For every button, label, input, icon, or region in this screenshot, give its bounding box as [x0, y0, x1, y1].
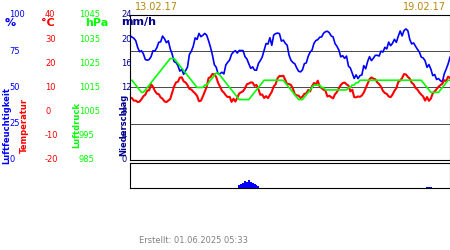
Bar — [426, 187, 428, 188]
Bar — [240, 184, 242, 188]
Bar — [242, 183, 244, 188]
Text: 100: 100 — [9, 10, 25, 20]
Bar — [254, 184, 256, 188]
Text: -10: -10 — [45, 131, 58, 140]
Text: 12: 12 — [122, 83, 132, 92]
Text: 19.02.17: 19.02.17 — [402, 2, 446, 12]
Text: 50: 50 — [9, 83, 19, 92]
Text: 1035: 1035 — [79, 35, 100, 44]
Text: °C: °C — [40, 18, 54, 28]
Text: Erstellt: 01.06.2025 05:33: Erstellt: 01.06.2025 05:33 — [139, 236, 248, 245]
Bar — [257, 186, 259, 188]
Text: 20: 20 — [122, 35, 132, 44]
Text: Luftdruck: Luftdruck — [72, 102, 81, 148]
Bar — [248, 180, 250, 188]
Text: Temperatur: Temperatur — [20, 98, 29, 152]
Text: 24: 24 — [122, 10, 132, 20]
Text: 0: 0 — [9, 156, 14, 164]
Text: 25: 25 — [9, 119, 19, 128]
Text: 1045: 1045 — [79, 10, 100, 20]
Text: -20: -20 — [45, 156, 58, 164]
Text: 995: 995 — [79, 131, 94, 140]
Bar — [244, 181, 246, 188]
Text: 40: 40 — [45, 10, 55, 20]
Text: 0: 0 — [45, 107, 50, 116]
Text: 1005: 1005 — [79, 107, 100, 116]
Text: 4: 4 — [122, 131, 127, 140]
Text: 10: 10 — [45, 83, 55, 92]
Text: 1025: 1025 — [79, 59, 100, 68]
Bar — [430, 187, 432, 188]
Bar — [256, 186, 257, 188]
Text: 75: 75 — [9, 47, 20, 56]
Text: 30: 30 — [45, 35, 56, 44]
Text: 20: 20 — [45, 59, 55, 68]
Text: %: % — [4, 18, 16, 28]
Bar — [246, 182, 248, 188]
Text: 0: 0 — [122, 156, 127, 164]
Bar — [252, 183, 254, 188]
Text: Niederschlag: Niederschlag — [119, 94, 128, 156]
Text: 16: 16 — [122, 59, 132, 68]
Text: 13.02.17: 13.02.17 — [135, 2, 177, 12]
Text: 1015: 1015 — [79, 83, 100, 92]
Text: Luftfeuchtigkeit: Luftfeuchtigkeit — [2, 86, 11, 164]
Bar — [238, 186, 240, 188]
Bar — [428, 187, 430, 188]
Text: hPa: hPa — [86, 18, 109, 28]
Bar — [250, 182, 252, 188]
Text: mm/h: mm/h — [122, 18, 157, 28]
Text: 985: 985 — [79, 156, 94, 164]
Text: 8: 8 — [122, 107, 127, 116]
